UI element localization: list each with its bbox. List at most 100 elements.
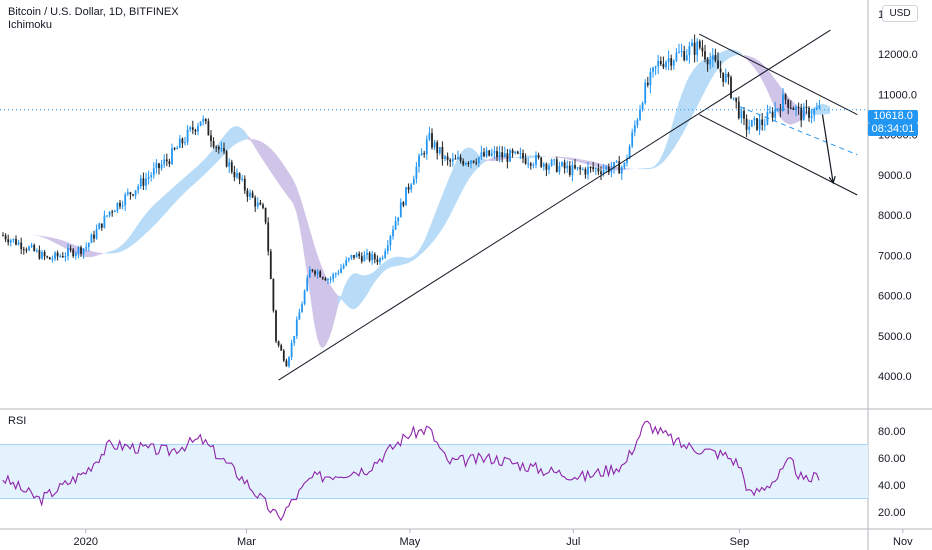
candle-body bbox=[17, 242, 20, 245]
candle-body bbox=[717, 60, 719, 69]
candle-body bbox=[82, 248, 85, 254]
candle-body bbox=[319, 271, 322, 278]
candle-body bbox=[787, 99, 790, 108]
candle-body bbox=[251, 192, 254, 198]
cloud-segment bbox=[755, 58, 758, 74]
cloud-segment bbox=[644, 167, 647, 170]
candle-body bbox=[67, 248, 69, 257]
trend-drawings[interactable] bbox=[0, 29, 868, 381]
cloud-segment bbox=[293, 179, 296, 212]
candle-body bbox=[527, 163, 530, 165]
cloud-segment bbox=[125, 238, 128, 250]
cloud-segment bbox=[560, 156, 563, 159]
candle-body bbox=[28, 246, 30, 251]
target-arrow[interactable] bbox=[821, 114, 834, 184]
cloud-segment bbox=[683, 83, 686, 134]
price-tick-label: 12000.0 bbox=[878, 49, 918, 61]
cloud-segment bbox=[629, 168, 632, 170]
candle-body bbox=[542, 163, 545, 167]
cloud-segment bbox=[185, 174, 188, 193]
cloud-segment bbox=[680, 90, 683, 139]
cloud-segment bbox=[170, 187, 173, 209]
cloud-segment bbox=[398, 256, 401, 266]
channel-lower[interactable] bbox=[698, 114, 858, 196]
candle-body bbox=[459, 157, 462, 161]
rsi-series bbox=[2, 420, 820, 522]
cloud-segment bbox=[440, 193, 443, 233]
bar-countdown-tag: 08:34:01 bbox=[868, 123, 918, 136]
cloud-segment bbox=[572, 157, 575, 161]
candle-body bbox=[246, 190, 249, 197]
candle-body bbox=[43, 252, 46, 257]
cloud-segment bbox=[722, 50, 725, 65]
candle-body bbox=[4, 235, 7, 240]
channel-midline[interactable] bbox=[739, 106, 858, 156]
candle-body bbox=[267, 222, 270, 252]
candle-body bbox=[670, 58, 673, 66]
cloud-segment bbox=[218, 139, 221, 162]
cloud-segment bbox=[530, 155, 533, 159]
candle-body bbox=[173, 148, 176, 150]
candle-body bbox=[249, 192, 251, 197]
candle-body bbox=[802, 106, 805, 121]
cloud-segment bbox=[650, 167, 653, 169]
candle-body bbox=[548, 165, 550, 170]
currency-button[interactable]: USD bbox=[882, 5, 918, 22]
candle-body bbox=[366, 252, 368, 255]
candle-body bbox=[654, 66, 657, 68]
cloud-segment bbox=[428, 224, 431, 248]
candle-body bbox=[316, 271, 319, 275]
candle-body bbox=[737, 101, 740, 119]
candle-body bbox=[272, 278, 275, 311]
cloud-segment bbox=[281, 160, 284, 192]
candle-body bbox=[602, 169, 605, 174]
cloud-segment bbox=[581, 159, 584, 164]
candle-body bbox=[381, 257, 384, 259]
candle-body bbox=[758, 119, 761, 130]
cloud-segment bbox=[167, 190, 170, 212]
candle-body bbox=[225, 151, 228, 167]
candle-body bbox=[308, 269, 311, 278]
cloud-segment bbox=[35, 235, 38, 237]
cloud-segment bbox=[647, 167, 650, 170]
cloud-segment bbox=[641, 168, 644, 170]
candle-body bbox=[620, 167, 623, 174]
candle-body bbox=[698, 41, 701, 48]
candle-body bbox=[129, 192, 132, 195]
candle-body bbox=[789, 107, 792, 109]
cloud-segment bbox=[179, 179, 182, 199]
candle-body bbox=[217, 146, 220, 150]
candle-body bbox=[290, 342, 293, 358]
cloud-segment bbox=[455, 157, 458, 206]
candle-body bbox=[238, 173, 241, 180]
candle-body bbox=[51, 258, 54, 260]
cloud-segment bbox=[692, 67, 695, 117]
cloud-segment bbox=[476, 151, 479, 171]
candle-body bbox=[147, 176, 150, 179]
cloud-segment bbox=[698, 61, 701, 105]
candle-body bbox=[628, 146, 631, 159]
candle-body bbox=[77, 247, 80, 254]
candle-body bbox=[743, 110, 745, 119]
uptrend-line[interactable] bbox=[278, 29, 831, 381]
candle-body bbox=[748, 126, 751, 130]
candle-body bbox=[233, 171, 236, 178]
candle-body bbox=[722, 72, 725, 82]
candle-body bbox=[93, 234, 95, 239]
ichimoku-cloud bbox=[29, 49, 830, 349]
candle-body bbox=[592, 167, 595, 170]
cloud-segment bbox=[329, 282, 332, 339]
channel-upper[interactable] bbox=[698, 33, 858, 116]
cloud-segment bbox=[143, 213, 146, 237]
target-arrowhead[interactable] bbox=[828, 176, 836, 185]
candle-body bbox=[355, 253, 358, 258]
price-tick-label: 4000.0 bbox=[878, 371, 912, 383]
candle-body bbox=[420, 153, 423, 156]
cloud-segment bbox=[434, 208, 437, 241]
candle-body bbox=[438, 147, 441, 154]
candle-body bbox=[98, 223, 101, 230]
candle-body bbox=[750, 120, 753, 127]
cloud-segment bbox=[488, 158, 491, 162]
candle-body bbox=[756, 118, 758, 130]
